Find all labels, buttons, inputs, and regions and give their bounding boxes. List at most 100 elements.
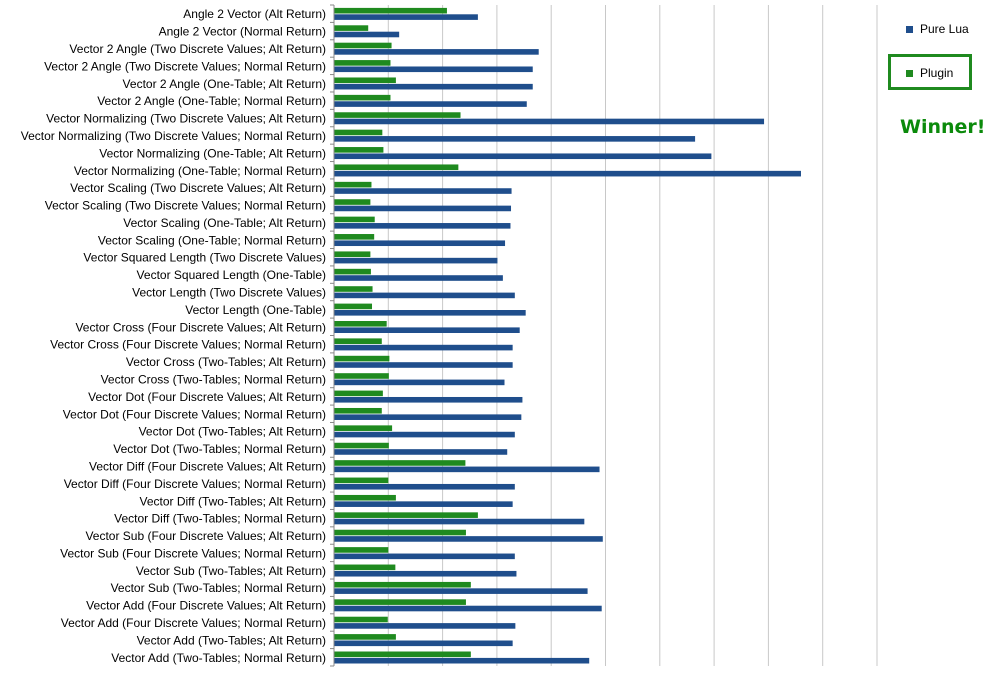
bar-plugin: [334, 268, 371, 275]
bar-pure-lua: [334, 101, 527, 107]
bar-plugin: [334, 373, 389, 379]
bar-pure-lua: [334, 31, 400, 38]
bar-plugin: [334, 181, 372, 188]
category-label: Vector Diff (Four Discrete Values; Norma…: [64, 477, 326, 491]
bar-pure-lua: [334, 49, 539, 55]
bar-plugin: [334, 477, 389, 484]
category-label: Vector Sub (Four Discrete Values; Normal…: [60, 546, 326, 560]
legend-swatch-pure-lua: [906, 25, 913, 33]
bar-plugin: [334, 390, 383, 397]
category-label: Vector 2 Angle (One-Table; Alt Return): [123, 77, 326, 91]
category-label: Vector Scaling (Two Discrete Values; Alt…: [70, 181, 326, 195]
bar-plugin: [334, 129, 383, 136]
bar-plugin: [334, 42, 392, 49]
category-label: Vector Scaling (One-Table; Normal Return…: [98, 233, 326, 247]
category-label: Vector Scaling (One-Table; Alt Return): [123, 216, 326, 230]
bar-pure-lua: [334, 327, 520, 334]
bar-pure-lua: [334, 483, 515, 490]
winner-annotation: Winner!: [900, 116, 986, 138]
bar-plugin: [334, 529, 466, 536]
category-label: Vector Normalizing (One-Table; Alt Retur…: [99, 146, 326, 160]
bar-pure-lua: [334, 170, 801, 177]
bar-plugin: [334, 407, 382, 414]
bar-pure-lua: [334, 14, 478, 20]
bar-pure-lua: [334, 292, 515, 299]
bar-pure-lua: [334, 570, 517, 577]
category-label: Vector 2 Angle (One-Table; Normal Return…: [97, 94, 326, 108]
category-label: Vector 2 Angle (Two Discrete Values; Nor…: [44, 59, 326, 73]
bar-pure-lua: [334, 396, 523, 403]
bar-plugin: [334, 164, 459, 171]
bar-pure-lua: [334, 275, 503, 281]
bar-pure-lua: [334, 83, 533, 90]
category-label: Vector Sub (Two-Tables; Alt Return): [136, 564, 326, 578]
category-label: Vector Add (Four Discrete Values; Alt Re…: [86, 599, 326, 613]
category-label: Vector Diff (Two-Tables; Alt Return): [139, 494, 326, 508]
legend-item-plugin: Plugin: [906, 66, 953, 80]
category-label: Vector Cross (Two-Tables; Normal Return): [101, 372, 326, 386]
category-label: Vector Normalizing (One-Table; Normal Re…: [74, 164, 326, 178]
category-label: Vector Sub (Two-Tables; Normal Return): [111, 581, 326, 595]
category-label: Vector Sub (Four Discrete Values; Alt Re…: [85, 529, 326, 543]
bar-pure-lua: [334, 223, 511, 229]
bar-plugin: [334, 581, 471, 588]
bar-pure-lua: [334, 466, 600, 473]
category-label: Vector Add (Two-Tables; Normal Return): [111, 651, 326, 665]
bar-pure-lua: [334, 657, 590, 664]
legend-item-pure-lua: Pure Lua: [906, 22, 969, 36]
bar-plugin: [334, 355, 390, 362]
category-label: Vector Add (Four Discrete Values; Normal…: [61, 616, 326, 630]
bar-plugin: [334, 77, 396, 84]
bar-plugin: [334, 112, 461, 118]
bar-pure-lua: [334, 188, 512, 194]
bar-pure-lua: [334, 640, 513, 647]
bar-plugin: [334, 494, 396, 501]
bar-pure-lua: [334, 310, 526, 316]
bar-plugin: [334, 199, 371, 205]
bar-pure-lua: [334, 501, 513, 507]
bar-pure-lua: [334, 414, 522, 420]
bar-pure-lua: [334, 118, 765, 125]
bar-pure-lua: [334, 240, 506, 247]
category-label: Vector Length (Two Discrete Values): [132, 286, 326, 300]
bar-pure-lua: [334, 136, 696, 142]
bar-plugin: [334, 251, 371, 258]
category-label: Vector Cross (Two-Tables; Alt Return): [126, 355, 326, 369]
bar-pure-lua: [334, 362, 513, 368]
bar-plugin: [334, 616, 388, 623]
category-label: Vector Cross (Four Discrete Values; Alt …: [75, 320, 326, 334]
category-label: Vector Dot (Four Discrete Values; Alt Re…: [88, 390, 326, 404]
bar-pure-lua: [334, 605, 602, 612]
legend-label-pure-lua: Pure Lua: [920, 22, 969, 36]
bar-pure-lua: [334, 518, 585, 525]
category-label: Angle 2 Vector (Alt Return): [183, 7, 326, 21]
category-label: Vector Add (Two-Tables; Alt Return): [137, 633, 326, 647]
bar-plugin: [334, 7, 447, 14]
bar-pure-lua: [334, 553, 515, 560]
bar-pure-lua: [334, 623, 516, 629]
bar-pure-lua: [334, 588, 588, 594]
bar-plugin: [334, 60, 391, 66]
bar-plugin: [334, 286, 373, 292]
category-label: Vector Dot (Two-Tables; Normal Return): [113, 442, 326, 456]
bar-pure-lua: [334, 344, 513, 351]
category-label: Vector Dot (Two-Tables; Alt Return): [139, 425, 326, 439]
category-label: Vector Dot (Four Discrete Values; Normal…: [63, 407, 326, 421]
category-label: Vector Normalizing (Two Discrete Values;…: [21, 129, 326, 143]
bar-pure-lua: [334, 257, 498, 264]
category-label: Vector Squared Length (Two Discrete Valu…: [83, 251, 326, 265]
category-label: Vector Scaling (Two Discrete Values; Nor…: [45, 199, 326, 213]
bar-plugin: [334, 599, 466, 605]
category-label: Vector Squared Length (One-Table): [137, 268, 326, 282]
bar-plugin: [334, 94, 391, 101]
bar-plugin: [334, 425, 393, 431]
category-label: Vector Normalizing (Two Discrete Values;…: [46, 112, 326, 126]
bar-plugin: [334, 216, 375, 223]
bar-plugin: [334, 321, 387, 327]
category-label: Vector Cross (Four Discrete Values; Norm…: [50, 338, 326, 352]
bar-plugin: [334, 338, 382, 344]
bar-pure-lua: [334, 536, 603, 542]
bar-plugin: [334, 460, 466, 466]
